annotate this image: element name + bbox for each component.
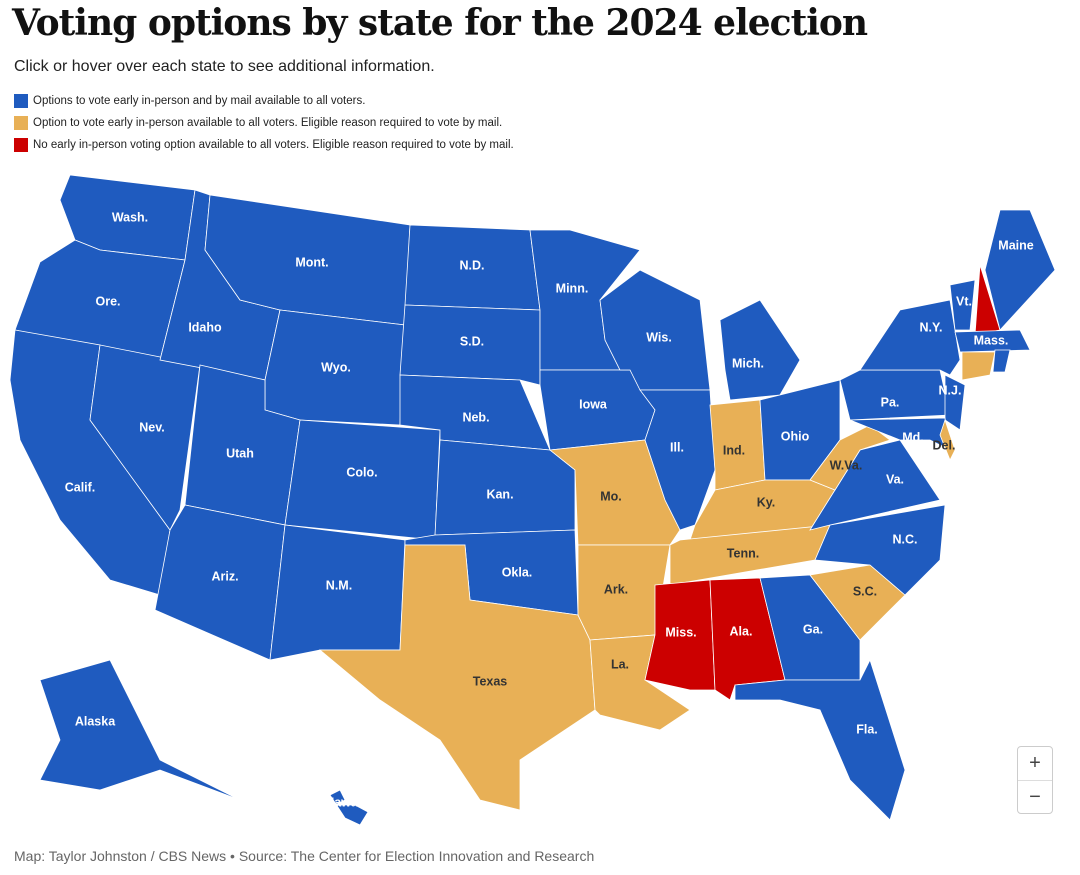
state-label: S.D. (460, 334, 484, 348)
legend-item: Options to vote early in-person and by m… (14, 90, 514, 112)
state-label: Ariz. (211, 569, 238, 583)
state-label: W.Va. (830, 458, 863, 472)
state-label: Vt. (956, 294, 972, 308)
state-label: Mass. (974, 333, 1009, 347)
state[interactable] (759, 574, 861, 681)
state[interactable] (984, 209, 1056, 331)
state-label: Ind. (723, 443, 745, 457)
state-label: N.J. (939, 383, 962, 397)
state-label: Va. (886, 472, 904, 486)
legend-swatch (14, 94, 28, 108)
state[interactable] (269, 524, 406, 661)
state[interactable] (961, 351, 996, 381)
state-label: Wis. (646, 330, 672, 344)
state-label: N.Y. (920, 320, 943, 334)
state[interactable] (859, 299, 961, 376)
state[interactable] (734, 658, 906, 821)
state-label: Calif. (65, 480, 96, 494)
legend-swatch (14, 116, 28, 130)
credit: Map: Taylor Johnston / CBS News • Source… (14, 848, 595, 864)
state-label: Neb. (462, 410, 489, 424)
zoom-out[interactable]: − (1018, 780, 1052, 814)
state-label: Del. (933, 438, 956, 452)
state-label: Md. (902, 430, 924, 444)
state[interactable] (39, 659, 241, 801)
state[interactable] (329, 789, 369, 826)
state-label: Ala. (730, 624, 753, 638)
state-label: Nev. (139, 420, 164, 434)
state-label: Colo. (346, 465, 377, 479)
state-label: Ga. (803, 622, 823, 636)
state[interactable] (284, 419, 441, 541)
state-label: Ohio (781, 429, 810, 443)
state[interactable] (944, 374, 966, 431)
subtitle: Click or hover over each state to see ad… (14, 58, 435, 75)
state-label: Wyo. (321, 360, 351, 374)
state-label: Texas (473, 674, 508, 688)
legend-item: Option to vote early in-person available… (14, 112, 514, 134)
state-label: S.C. (853, 584, 877, 598)
state-label: Mich. (732, 356, 764, 370)
state[interactable] (992, 349, 1011, 373)
state[interactable] (939, 418, 956, 461)
state-label: Ore. (95, 294, 120, 308)
zoom-in[interactable]: + (1029, 752, 1041, 774)
state-label: La. (611, 657, 629, 671)
state-label: Wash. (112, 210, 148, 224)
title: Voting options by state for the 2024 ele… (12, 2, 868, 44)
legend: Options to vote early in-person and by m… (14, 90, 514, 156)
state-label: Mo. (600, 489, 622, 503)
state-label: Pa. (881, 395, 900, 409)
state-label: N.D. (460, 258, 485, 272)
state-label: Tenn. (727, 546, 759, 560)
state-label: N.C. (893, 532, 918, 546)
state[interactable] (434, 439, 576, 536)
zoom-control: + − (1017, 746, 1053, 814)
state-label: Miss. (665, 625, 696, 639)
state-label: Ark. (604, 582, 628, 596)
state-label: Mont. (295, 255, 328, 269)
state-label: Hawaii (325, 795, 365, 809)
state-label: Idaho (188, 320, 222, 334)
legend-label: Options to vote early in-person and by m… (33, 95, 366, 107)
state[interactable] (954, 329, 1031, 353)
legend-swatch (14, 138, 28, 152)
state-label: Ky. (757, 495, 776, 509)
legend-label: No early in-person voting option availab… (33, 139, 514, 151)
state-label: Fla. (856, 722, 878, 736)
state-label: Alaska (75, 714, 116, 728)
state[interactable] (399, 304, 541, 386)
state[interactable] (719, 299, 801, 401)
state-label: Kan. (486, 487, 513, 501)
state-label: Iowa (579, 397, 608, 411)
legend-item: No early in-person voting option availab… (14, 134, 514, 156)
state-label: Maine (998, 238, 1033, 252)
state-label: Okla. (502, 565, 533, 579)
state-label: Minn. (556, 281, 589, 295)
state[interactable] (949, 279, 976, 331)
state[interactable] (849, 417, 951, 451)
state[interactable] (669, 524, 831, 586)
state-label: Ill. (670, 440, 684, 454)
state[interactable] (154, 504, 286, 661)
state-label: Utah (226, 446, 254, 460)
legend-label: Option to vote early in-person available… (33, 117, 503, 129)
state-label: N.M. (326, 578, 352, 592)
